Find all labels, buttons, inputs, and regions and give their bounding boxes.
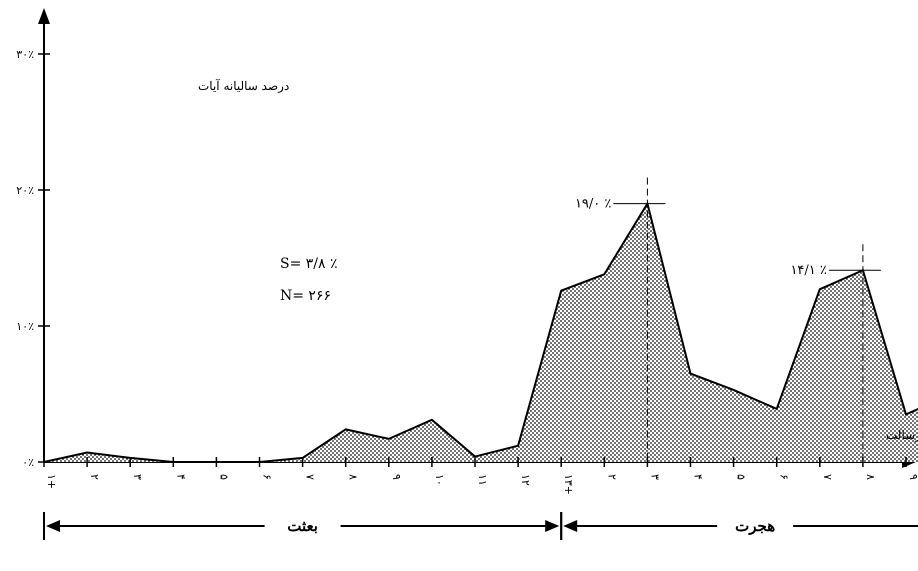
x-tick-label-14: ۳ (648, 474, 661, 480)
period-label-1: هجرت (735, 517, 775, 535)
peak-label-1: ۱۴/۱ ٪ (790, 263, 826, 278)
x-tick-label-7: ۸ (347, 474, 360, 480)
x-tick-label-4: ۵ (217, 474, 230, 480)
ticks-layer: ۰٪۱۰٪۲۰٪۳۰٪۱+۲۳۴۵۶۷۸۹۱۰۱۱۱۲۱۳+۲۳۴۵۶۷۸۹۱۰… (16, 48, 918, 495)
x-tick-label-6: ۷ (304, 474, 317, 480)
x-tick-label-2: ۳ (131, 474, 144, 480)
y-tick-label-0: ۰٪ (22, 456, 34, 469)
x-tick-label-5: ۶ (261, 474, 274, 480)
stat-s: S= ۳/۸ ٪ (280, 256, 338, 272)
y-axis-title: درصد سالیانه آیات (198, 78, 289, 93)
x-tick-label-17: ۶ (778, 474, 791, 480)
x-tick-label-10: ۱۱ (476, 474, 489, 486)
y-tick-label-2: ۲۰٪ (16, 184, 34, 197)
area-layer (43, 201, 918, 463)
period-arrow-left-1 (563, 520, 578, 532)
x-tick-label-15: ۴ (692, 474, 705, 480)
x-tick-label-3: ۴ (174, 474, 187, 480)
x-tick-label-1: ۲ (88, 474, 101, 480)
x-tick-label-12: ۱۳+ (562, 474, 575, 495)
annotations-layer: ۱۹/۰ ٪ ۱۴/۱ ٪ (575, 177, 881, 462)
x-tick-label-13: ۲ (605, 474, 618, 480)
x-tick-label-19: ۸ (864, 474, 877, 480)
x-tick-label-20: ۹ (907, 474, 918, 480)
x-tick-label-18: ۷ (821, 474, 834, 480)
period-arrow-left-0 (46, 520, 60, 532)
series-line (43, 201, 918, 463)
y-axis-arrow (38, 8, 50, 24)
area-fill (44, 203, 918, 462)
y-tick-label-3: ۳۰٪ (16, 48, 34, 61)
peak-label-0: ۱۹/۰ ٪ (575, 197, 611, 212)
x-tick-label-9: ۱۰ (433, 474, 446, 486)
stat-n: N= ۲۶۶ (280, 288, 331, 304)
x-tick-label-8: ۹ (390, 474, 403, 480)
x-tick-label-16: ۵ (735, 474, 748, 480)
periods-layer: بعثت هجرت (43, 512, 918, 540)
x-tick-label-0: ۱+ (45, 474, 58, 489)
x-axis-title: سال‌های رسالت (886, 428, 918, 442)
period-arrow-right-0 (545, 520, 560, 532)
y-tick-label-1: ۱۰٪ (16, 320, 34, 333)
period-label-0: بعثت (287, 517, 318, 535)
x-tick-label-11: ۱۲ (519, 474, 532, 486)
